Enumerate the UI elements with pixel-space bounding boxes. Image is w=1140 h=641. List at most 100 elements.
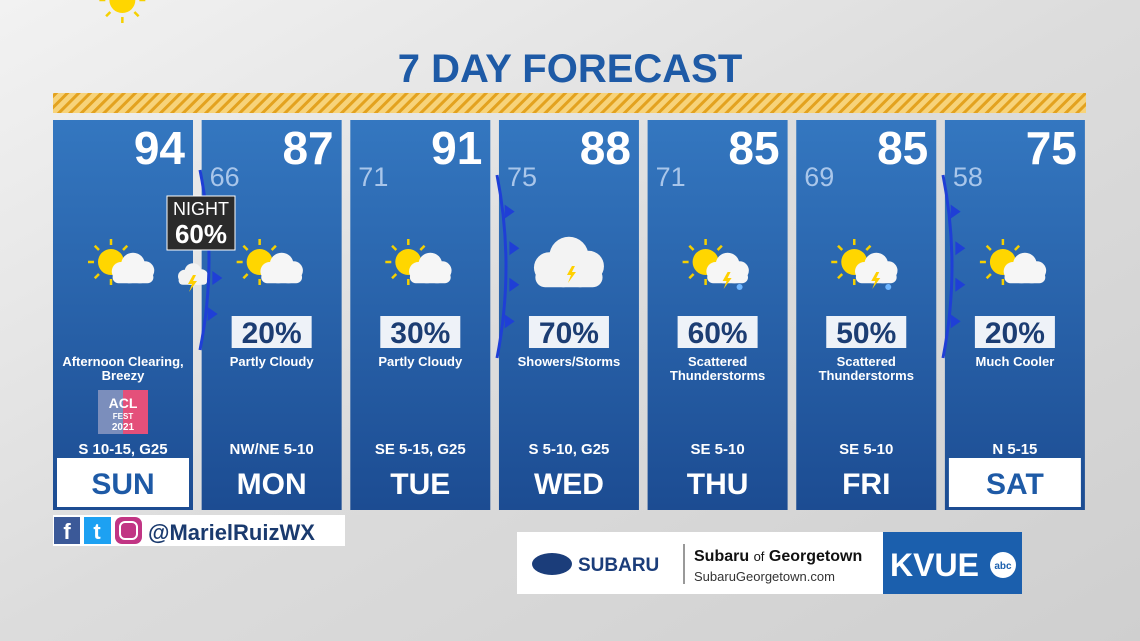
acl-text: 2021	[112, 422, 135, 433]
acl-text: FEST	[113, 412, 134, 421]
lightning	[871, 272, 881, 289]
day-name: MON	[237, 468, 307, 501]
day-name: WED	[534, 468, 604, 501]
night-label: NIGHT	[173, 199, 229, 219]
sun-ray	[242, 244, 249, 251]
high-temp: 91	[431, 122, 482, 174]
cloud-part	[261, 271, 303, 284]
weather-icon	[831, 239, 898, 290]
sun-ray	[122, 244, 129, 251]
cloud-part	[409, 271, 451, 284]
sun-ray	[688, 273, 695, 280]
sun-disc	[109, 0, 136, 13]
front-triangle	[950, 314, 961, 329]
column-bg	[796, 120, 937, 510]
condition: Afternoon Clearing,	[62, 354, 183, 369]
precip-box	[231, 316, 312, 348]
precip-chance: 60%	[688, 317, 748, 350]
twitter-glyph: t	[93, 519, 101, 544]
sponsor-url: SubaruGeorgetown.com	[694, 569, 835, 584]
dealer-of: of	[754, 549, 765, 564]
sponsor-brand: SUBARU	[578, 555, 659, 576]
high-temp: 75	[1026, 122, 1077, 174]
cold-front	[941, 174, 966, 359]
cold-front	[495, 174, 520, 359]
low-temp: 58	[953, 162, 983, 192]
day-column: 75 58 20% Much Cooler N 5-15 SAT	[944, 120, 1085, 510]
condition: Scattered	[688, 354, 747, 369]
front-triangle	[207, 307, 218, 321]
night-icon	[178, 263, 208, 292]
weather-icon	[385, 239, 452, 285]
wind: SE 5-10	[690, 441, 744, 458]
sun-ray	[716, 244, 723, 251]
subaru-logo	[532, 553, 572, 575]
precip-box	[826, 316, 907, 348]
column-bg	[944, 120, 1085, 510]
front-triangle	[504, 204, 515, 219]
column-bg	[350, 120, 491, 510]
precip-box	[677, 316, 758, 348]
high-temp: 85	[728, 122, 779, 174]
high-temp: 87	[282, 122, 333, 174]
weather-icon	[236, 239, 303, 285]
condition: Showers/Storms	[518, 354, 621, 369]
wind: S 10-15, G25	[78, 441, 167, 458]
precip-chance: 20%	[242, 317, 302, 350]
front-triangle	[509, 277, 520, 292]
precip-chance: 30%	[390, 317, 450, 350]
wind: SE 5-15, G25	[375, 441, 466, 458]
condition: Scattered	[837, 354, 896, 369]
sun-ray	[837, 244, 844, 251]
sun-ray	[688, 244, 695, 251]
condition: Partly Cloudy	[378, 354, 463, 369]
sun-ray	[270, 244, 277, 251]
instagram-glyph	[119, 521, 138, 540]
sun-ray	[391, 273, 398, 280]
day-column: 87 66 20% Partly Cloudy NW/NE 5-10 MON	[201, 120, 342, 510]
night-badge	[166, 195, 236, 251]
high-temp: 85	[877, 122, 928, 174]
sun-ray	[985, 273, 992, 280]
high-temp: 94	[134, 122, 186, 174]
condition: Thunderstorms	[670, 368, 765, 383]
column-bg	[498, 120, 639, 510]
sun-ray	[837, 273, 844, 280]
column-bg	[53, 120, 193, 510]
sun-ray	[1014, 244, 1021, 251]
condition: Partly Cloudy	[230, 354, 315, 369]
wind: S 5-10, G25	[529, 441, 610, 458]
lightning	[722, 272, 732, 289]
low-temp: 66	[210, 162, 240, 192]
condition: Thunderstorms	[819, 368, 914, 383]
sponsor-box	[517, 532, 883, 594]
weather-icon	[682, 239, 749, 290]
low-temp: 71	[358, 162, 388, 192]
network-name: abc	[994, 561, 1012, 572]
sun-ray	[242, 273, 249, 280]
sponsor-dealer: Subaru of Georgetown	[694, 548, 862, 565]
social-handle: @MarielRuizWX	[148, 520, 315, 545]
low-temp: 75	[507, 162, 537, 192]
acl-badge-tint	[98, 390, 123, 434]
wind: NW/NE 5-10	[230, 441, 314, 458]
front-triangle	[955, 277, 966, 292]
wind: N 5-15	[992, 441, 1037, 458]
sun-ray	[93, 273, 100, 280]
precip-box	[528, 316, 609, 348]
front-line	[198, 169, 211, 351]
condition: Breezy	[102, 368, 145, 383]
cloud-part	[1004, 271, 1046, 284]
front-triangle	[950, 204, 961, 219]
facebook-glyph: f	[63, 519, 71, 544]
stripe-bar	[53, 93, 1086, 113]
day-name: THU	[687, 468, 749, 501]
dealer-name: Subaru	[694, 548, 749, 565]
precip-box	[380, 316, 461, 348]
network-logo	[990, 552, 1016, 578]
rain-drop	[736, 284, 743, 290]
